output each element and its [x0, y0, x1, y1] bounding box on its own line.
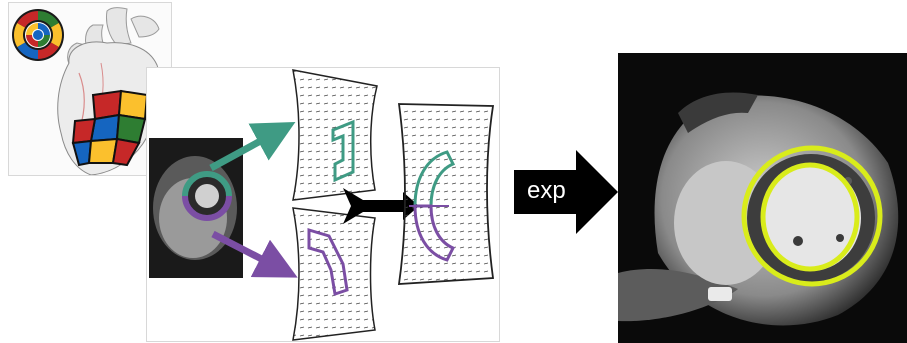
heart-segment-patch [71, 89, 149, 167]
exp-block-arrow [514, 150, 618, 234]
deformation-grid-top [292, 69, 378, 201]
merge-arrow [343, 188, 419, 224]
deformation-grid-combined [397, 103, 495, 285]
endocardial-contour [760, 162, 860, 272]
deformation-pipeline [149, 69, 495, 341]
heart-illustration [12, 7, 162, 175]
exp-operation-label: exp [527, 177, 566, 204]
teal-arrow [209, 121, 296, 172]
deformation-grid-bottom [292, 207, 376, 341]
mri-slice-image [618, 53, 907, 343]
purple-arrow [211, 230, 298, 278]
heart-illustration-panel [8, 2, 172, 176]
deformation-pipeline-panel [146, 67, 500, 342]
epicardial-contour [741, 145, 883, 287]
block-arrow [514, 150, 618, 234]
mri-panel [618, 53, 907, 343]
bullseye-icon [12, 9, 64, 61]
